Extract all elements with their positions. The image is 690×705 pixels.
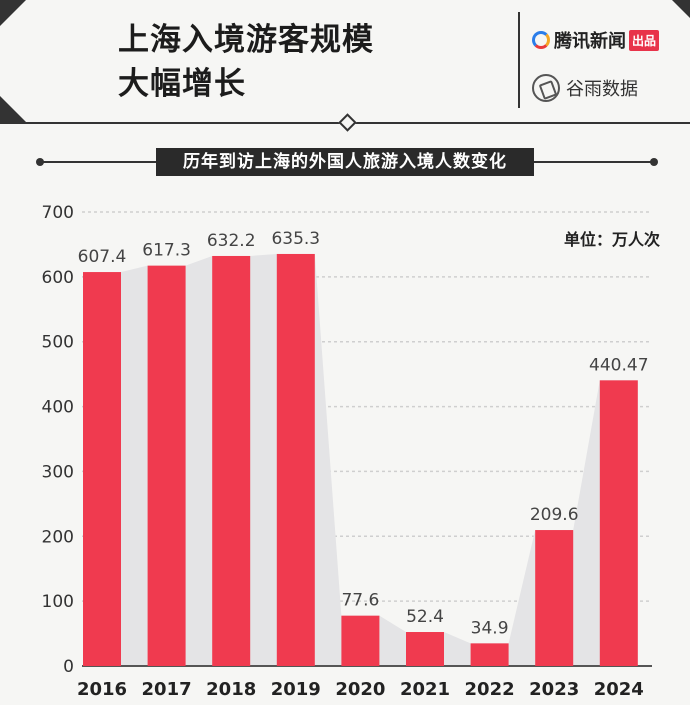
brand-tencent-news: 腾讯新闻 出品: [532, 26, 660, 54]
corner-decoration: [0, 0, 26, 26]
y-tick-label: 300: [42, 462, 74, 482]
y-tick-label: 100: [42, 592, 74, 612]
x-tick-label: 2019: [271, 679, 321, 700]
bar-2020: [341, 615, 380, 666]
data-label: 617.3: [142, 241, 191, 261]
x-tick-label: 2020: [335, 679, 385, 700]
corner-decoration: [672, 0, 690, 18]
brand2-name: 谷雨数据: [566, 79, 638, 100]
x-tick-label: 2017: [142, 679, 192, 700]
bar-2022: [470, 643, 509, 666]
subtitle-dot: [650, 158, 658, 166]
data-label: 77.6: [341, 591, 379, 611]
bar-2019: [276, 253, 315, 666]
data-label: 607.4: [78, 247, 127, 267]
chart-title: 历年到访上海的外国人旅游入境人数变化: [156, 148, 534, 176]
x-tick-label: 2016: [77, 679, 127, 700]
y-tick-label: 700: [42, 203, 74, 223]
subtitle-rule: [40, 161, 156, 163]
bar-2018: [212, 255, 251, 666]
subtitle-rule: [534, 161, 654, 163]
data-label: 34.9: [471, 618, 509, 638]
x-tick-label: 2023: [529, 679, 579, 700]
title-line-1: 上海入境游客规模: [118, 22, 374, 58]
divider: [518, 12, 520, 108]
y-tick-label: 600: [42, 268, 74, 288]
y-tick-label: 500: [42, 333, 74, 353]
header: 上海入境游客规模 大幅增长 腾讯新闻 出品 谷雨数据: [0, 0, 690, 124]
brand1-name: 腾讯新闻: [554, 31, 626, 52]
data-label: 209.6: [530, 505, 579, 525]
bar-2016: [83, 272, 121, 666]
x-tick-label: 2022: [465, 679, 515, 700]
guyu-logo-icon: [532, 74, 560, 102]
brand-guyu-data: 谷雨数据: [532, 70, 638, 106]
data-label: 632.2: [207, 231, 256, 251]
title-line-2: 大幅增长: [118, 66, 246, 102]
y-tick-label: 400: [42, 398, 74, 418]
corner-decoration: [0, 96, 26, 122]
data-label: 52.4: [406, 607, 444, 627]
data-label: 440.47: [589, 355, 648, 375]
page-title: 上海入境游客规模 大幅增长: [118, 18, 458, 106]
bar-2017: [147, 265, 186, 666]
bar-2024: [599, 380, 638, 666]
bar-2021: [406, 632, 444, 666]
x-tick-label: 2018: [206, 679, 256, 700]
x-tick-label: 2024: [594, 679, 644, 700]
unit-label: 单位：万人次: [563, 230, 660, 249]
y-tick-label: 0: [63, 657, 74, 677]
x-tick-label: 2021: [400, 679, 450, 700]
brand1-badge: 出品: [629, 29, 660, 51]
data-label: 635.3: [271, 229, 320, 249]
bar-2023: [535, 530, 574, 666]
tencent-news-logo-icon: [532, 31, 550, 49]
y-tick-label: 200: [42, 527, 74, 547]
